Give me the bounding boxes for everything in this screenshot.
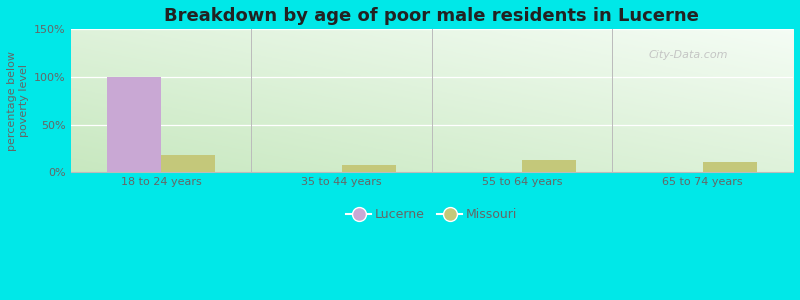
Bar [342,165,396,172]
Bar [161,155,215,172]
Y-axis label: percentage below
poverty level: percentage below poverty level [7,51,29,151]
Title: Breakdown by age of poor male residents in Lucerne: Breakdown by age of poor male residents … [164,7,699,25]
Bar [702,162,757,172]
Bar [106,77,161,172]
Legend: Lucerne, Missouri: Lucerne, Missouri [341,203,522,226]
Bar [522,160,576,172]
Text: City-Data.com: City-Data.com [649,50,728,60]
